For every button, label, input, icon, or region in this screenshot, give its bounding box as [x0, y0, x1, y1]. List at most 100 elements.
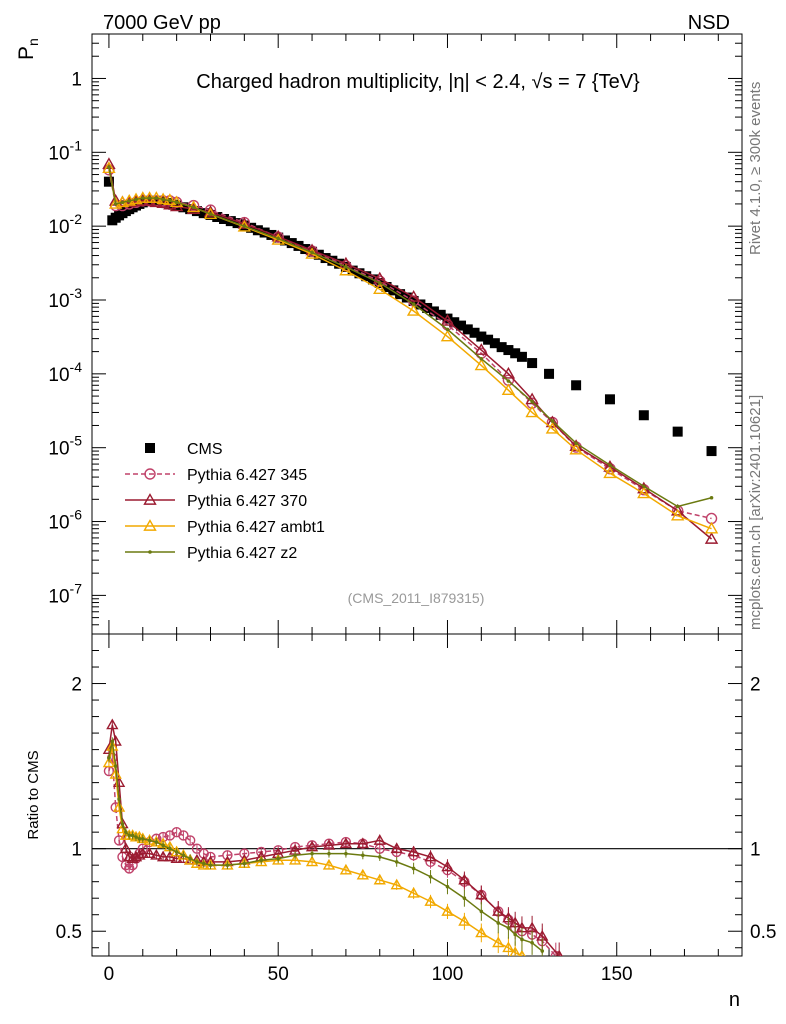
- legend-item: Pythia 6.427 z2: [125, 545, 297, 562]
- data-point: [637, 486, 651, 499]
- data-point: [279, 235, 290, 246]
- ratio-data-point: [310, 851, 314, 856]
- ratio-data-point: [136, 847, 149, 859]
- data-point: [103, 176, 114, 187]
- ratio-data-point: [520, 937, 524, 942]
- ratio-data-point: [322, 858, 336, 870]
- ratio-data-point: [377, 855, 382, 859]
- legend-item: Pythia 6.427 370: [125, 493, 307, 510]
- ratio-data-point: [445, 884, 450, 889]
- ratio-data-point: [327, 851, 331, 856]
- ratio-series-pythia-6-427-z2: [107, 737, 545, 956]
- data-point: [516, 351, 527, 362]
- ratio-data-point: [161, 843, 165, 848]
- data-point: [344, 265, 348, 269]
- y-axis-title: Pn: [15, 38, 41, 60]
- data-point: [704, 532, 719, 544]
- ratio-data-point: [143, 847, 156, 859]
- data-point: [406, 304, 421, 316]
- data-point: [496, 342, 507, 353]
- data-point: [479, 356, 484, 361]
- ratio-data-point: [127, 833, 132, 838]
- ratio-data-point: [120, 822, 125, 826]
- ratio-data-point: [106, 718, 119, 730]
- y-tick-label: 10-3: [48, 285, 82, 312]
- ratio-data-point: [530, 940, 534, 945]
- ratio-data-point: [502, 941, 515, 953]
- series-pythia-6-427-z2: [107, 165, 714, 509]
- ratio-data-point: [113, 835, 125, 846]
- ratio-data-point: [134, 835, 138, 839]
- ratio-data-point: [225, 863, 230, 867]
- data-point: [704, 521, 719, 534]
- data-point: [672, 426, 683, 437]
- data-point: [198, 208, 209, 219]
- data-point: [373, 282, 387, 295]
- ratio-data-point: [509, 946, 521, 956]
- data-point: [474, 358, 489, 371]
- legend-marker: [145, 443, 155, 453]
- data-point: [259, 227, 270, 238]
- data-point: [571, 380, 582, 391]
- legend-item: CMS: [145, 441, 223, 458]
- data-point: [574, 441, 578, 446]
- series-pythia-6-427-370: [102, 157, 719, 544]
- ratio-data-point: [428, 874, 433, 879]
- data-point: [670, 508, 685, 521]
- data-point: [545, 421, 560, 434]
- data-point: [476, 331, 487, 342]
- data-point: [469, 327, 480, 338]
- data-point: [442, 313, 453, 324]
- data-point: [134, 197, 138, 202]
- data-point: [440, 329, 455, 342]
- data-point: [489, 338, 500, 349]
- y-tick-label: 10-6: [48, 507, 82, 534]
- ratio-data-point: [130, 833, 135, 838]
- data-point: [415, 299, 426, 310]
- ratio-data-point: [174, 850, 179, 854]
- legend-label: Pythia 6.427 345: [187, 467, 307, 484]
- ratio-data-point: [150, 848, 163, 860]
- ratio-data-point: [272, 853, 285, 865]
- data-point: [406, 290, 421, 302]
- data-point: [503, 345, 514, 356]
- ratio-data-point: [373, 873, 386, 885]
- data-point: [638, 410, 649, 421]
- ratio-data-point: [140, 836, 145, 841]
- ratio-data-point: [390, 842, 403, 854]
- x-axis-title: n: [729, 989, 740, 1011]
- y-tick-label: 10-7: [48, 580, 82, 607]
- ratio-data-point: [356, 868, 369, 880]
- ratio-series-line: [108, 757, 557, 956]
- data-point: [525, 405, 539, 418]
- data-point: [545, 415, 560, 428]
- ratio-data-point: [411, 866, 416, 871]
- data-point: [435, 309, 446, 320]
- ratio-data-point: [475, 888, 488, 900]
- legend-marker: [143, 519, 157, 531]
- ratio-data-point: [242, 861, 247, 866]
- header-energy-label: 7000 GeV pp: [103, 12, 221, 34]
- data-point: [440, 314, 455, 326]
- data-point: [395, 289, 406, 300]
- ratio-data-point: [109, 767, 122, 779]
- ratio-data-point: [394, 860, 399, 864]
- x-tick-label: 50: [268, 964, 289, 985]
- ratio-data-point: [137, 836, 142, 841]
- data-point: [171, 200, 182, 211]
- data-point: [527, 358, 538, 369]
- ratio-data-point: [178, 830, 189, 841]
- ratio-series-pythia-6-427-ambt1: [102, 739, 526, 956]
- data-point: [544, 368, 555, 379]
- ratio-data-point: [462, 896, 467, 901]
- ratio-data-point: [106, 739, 119, 751]
- ratio-data-point: [133, 848, 146, 860]
- ratio-data-point: [102, 756, 116, 768]
- ratio-data-point: [479, 909, 484, 914]
- ratio-data-point: [506, 926, 511, 930]
- data-point: [271, 229, 285, 242]
- ratio-data-point: [154, 840, 159, 844]
- data-point: [252, 225, 263, 236]
- ratio-y-tick-label: 0.5: [56, 922, 82, 943]
